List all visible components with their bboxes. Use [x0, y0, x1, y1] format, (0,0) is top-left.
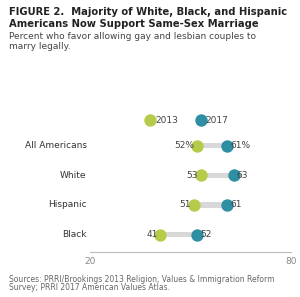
Point: [191, 203, 196, 207]
Text: Hispanic: Hispanic: [48, 200, 87, 209]
Text: Survey; PRRI 2017 American Values Atlas.: Survey; PRRI 2017 American Values Atlas.: [9, 283, 170, 292]
Text: 2017: 2017: [206, 116, 229, 125]
Point: [158, 232, 163, 237]
Point: [198, 173, 203, 178]
Text: 52%: 52%: [175, 141, 194, 150]
Point: [225, 143, 230, 148]
Point: [148, 118, 153, 123]
Text: Sources: PRRI/Brookings 2013 Religion, Values & Immigration Reform: Sources: PRRI/Brookings 2013 Religion, V…: [9, 275, 274, 284]
Text: Americans Now Support Same-Sex Marriage: Americans Now Support Same-Sex Marriage: [9, 19, 259, 29]
Text: 61%: 61%: [230, 141, 250, 150]
Text: marry legally.: marry legally.: [9, 42, 70, 51]
Point: [195, 232, 200, 237]
Text: 61: 61: [230, 200, 242, 209]
Point: [195, 143, 200, 148]
Text: 53: 53: [186, 171, 198, 180]
Text: Black: Black: [62, 230, 87, 239]
Text: 2013: 2013: [155, 116, 178, 125]
Text: White: White: [60, 171, 87, 180]
Text: 52: 52: [200, 230, 211, 239]
Text: 41: 41: [146, 230, 158, 239]
Point: [225, 203, 230, 207]
Point: [198, 118, 203, 123]
Text: All Americans: All Americans: [25, 141, 87, 150]
Text: 51: 51: [180, 200, 191, 209]
Text: FIGURE 2.  Majority of White, Black, and Hispanic: FIGURE 2. Majority of White, Black, and …: [9, 7, 287, 18]
Point: [232, 173, 236, 178]
Text: Percent who favor allowing gay and lesbian couples to: Percent who favor allowing gay and lesbi…: [9, 32, 256, 41]
Text: 63: 63: [237, 171, 248, 180]
